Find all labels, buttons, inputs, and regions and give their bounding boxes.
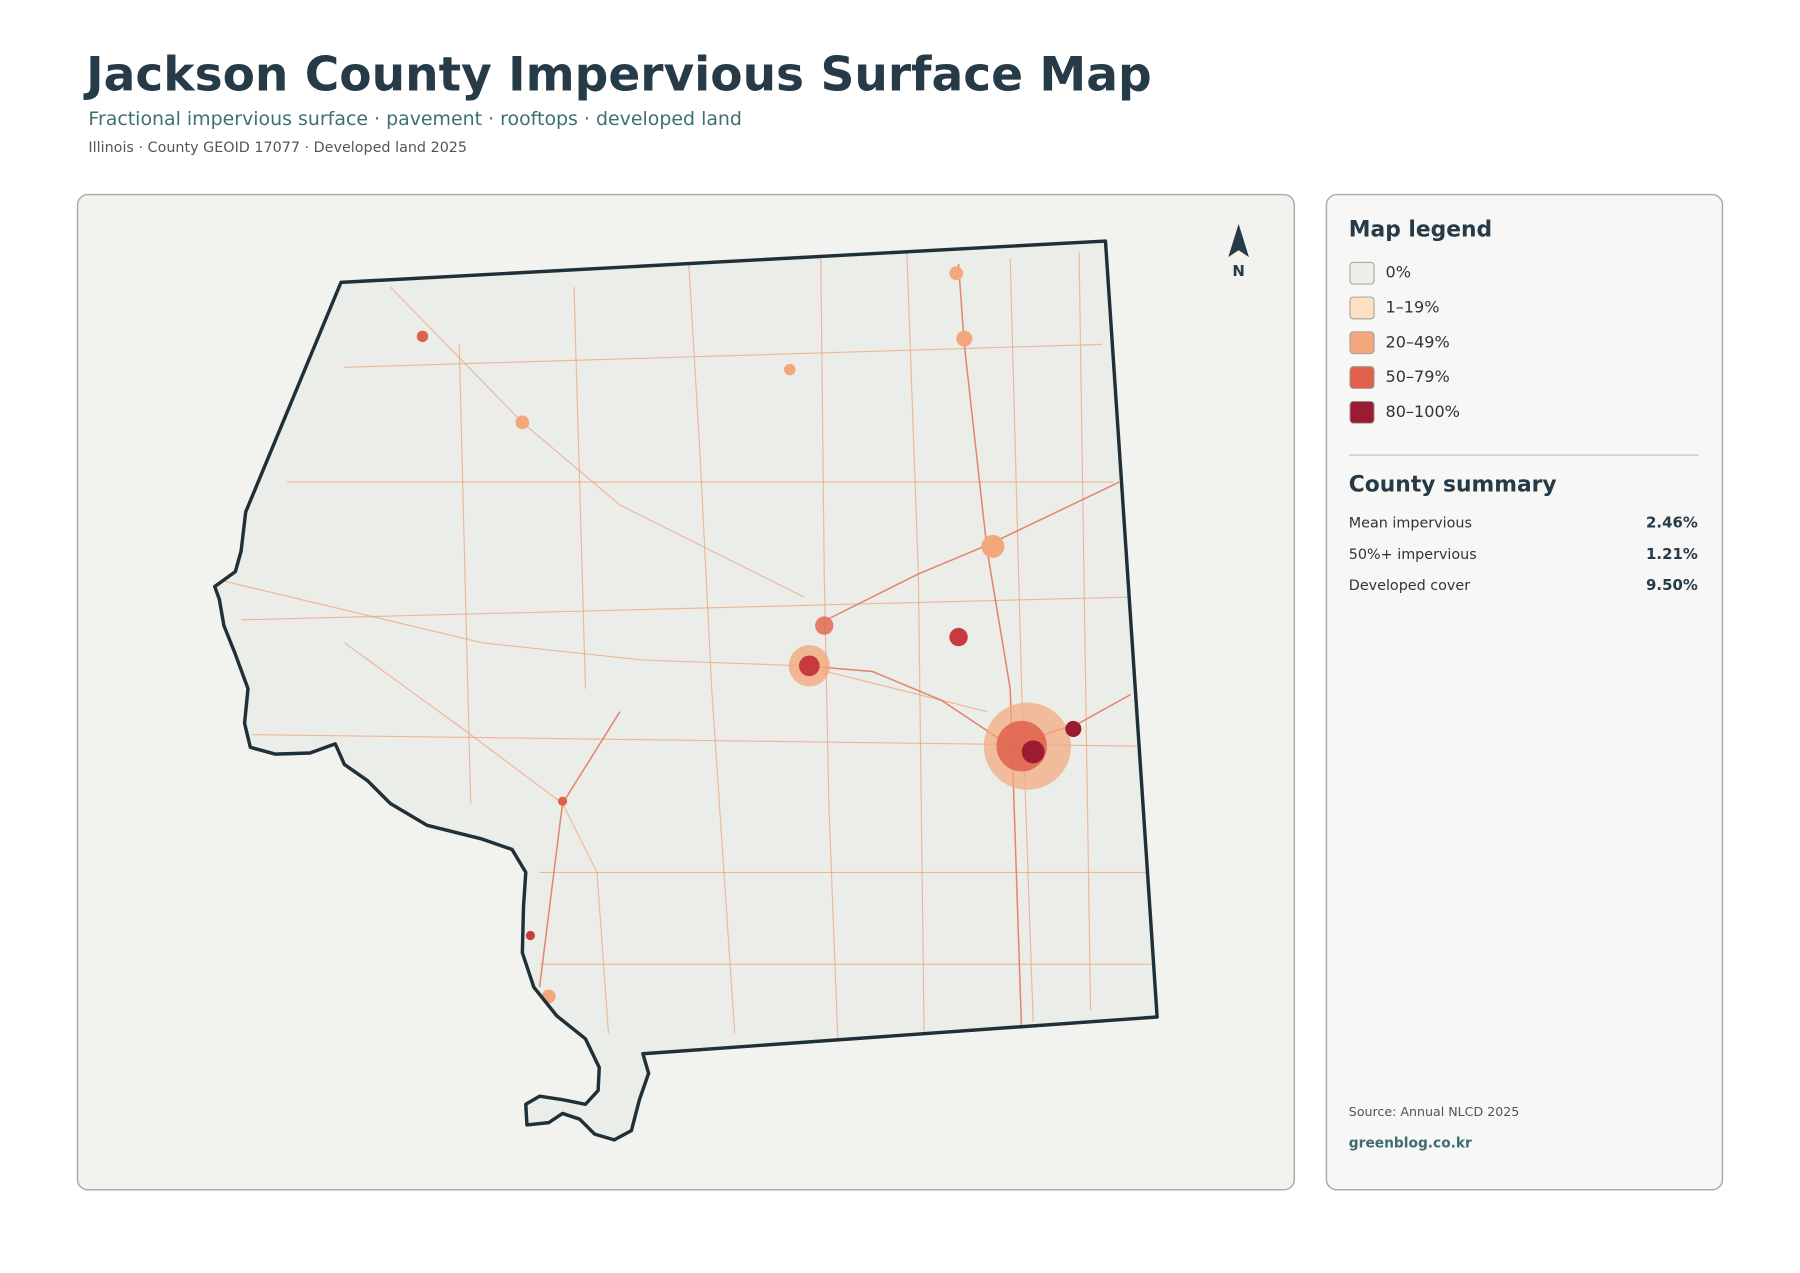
legend-items: 0% 1–19% 20–49% 50–79% 80–100% bbox=[1349, 261, 1460, 424]
legend-label: 80–100% bbox=[1386, 402, 1460, 421]
credit: greenblog.co.kr bbox=[1349, 1135, 1472, 1151]
north-arrow bbox=[1228, 223, 1249, 258]
legend-title: Map legend bbox=[1349, 218, 1492, 243]
summary-label: Mean impervious bbox=[1349, 515, 1472, 531]
county-outline bbox=[212, 239, 1159, 1142]
legend-swatch bbox=[1349, 366, 1375, 389]
summary-label: Developed cover bbox=[1349, 578, 1470, 594]
map: N bbox=[212, 223, 1249, 1142]
legend-label: 20–49% bbox=[1386, 332, 1450, 351]
roads bbox=[218, 252, 1154, 1045]
county-fill bbox=[214, 241, 1158, 1140]
legend-swatch bbox=[1349, 261, 1375, 285]
subtitle: Fractional impervious surface · pavement… bbox=[88, 108, 742, 130]
meta: Illinois · County GEOID 17077 · Develope… bbox=[88, 140, 467, 156]
summary-rows: Mean impervious 2.46% 50%+ impervious 1.21%… bbox=[1349, 513, 1698, 594]
legend-swatch bbox=[1349, 331, 1375, 355]
legend-label: 50–79% bbox=[1386, 367, 1450, 386]
summary-title: County summary bbox=[1349, 473, 1557, 498]
legend-panel bbox=[1325, 193, 1724, 1191]
north-label: N bbox=[1232, 262, 1244, 280]
summary-value: 1.21% bbox=[1646, 545, 1698, 563]
legend-swatch bbox=[1349, 400, 1375, 424]
legend-label: 0% bbox=[1386, 263, 1411, 282]
legend-swatch bbox=[1349, 296, 1375, 320]
summary-value: 2.46% bbox=[1646, 513, 1698, 531]
summary-label: 50%+ impervious bbox=[1349, 547, 1477, 563]
title: Jackson County Impervious Surface Map bbox=[83, 48, 1152, 103]
source: Source: Annual NLCD 2025 bbox=[1349, 1104, 1519, 1119]
urban-areas bbox=[416, 266, 1082, 1004]
summary-value: 9.50% bbox=[1646, 576, 1698, 594]
legend-label: 1–19% bbox=[1386, 297, 1440, 316]
